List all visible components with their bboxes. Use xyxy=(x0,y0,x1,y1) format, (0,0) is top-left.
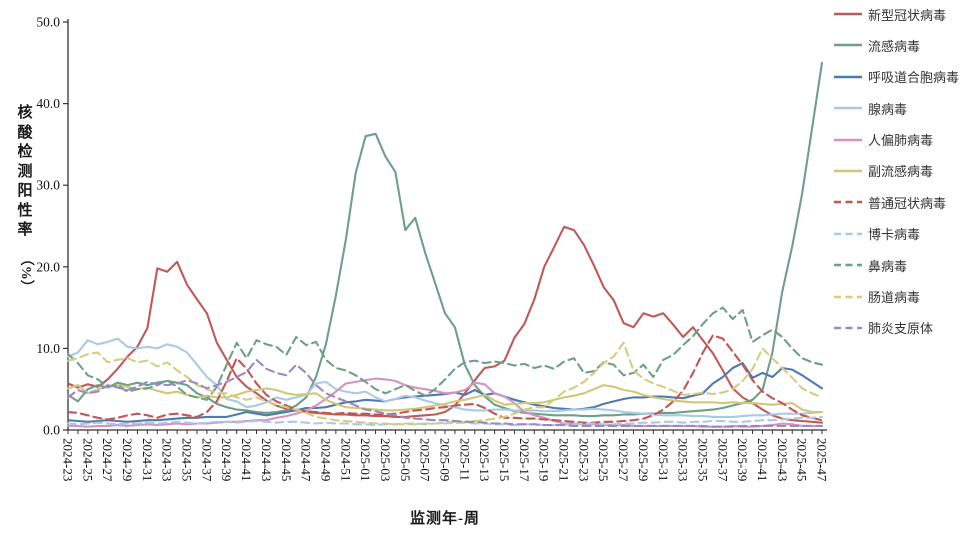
legend-label: 人偏肺病毒 xyxy=(868,133,934,149)
x-tick-label: 2025-01 xyxy=(358,438,373,481)
y-axis-title-char: 测 xyxy=(17,163,33,180)
x-tick-label: 2025-43 xyxy=(775,438,790,481)
x-tick-label: 2025-29 xyxy=(636,438,651,481)
y-axis-title-char: 率 xyxy=(17,222,33,238)
x-tick-label: 2025-35 xyxy=(695,438,710,481)
x-tick-label: 2025-13 xyxy=(477,438,492,481)
legend-item-8: 博卡病毒 xyxy=(833,226,959,242)
x-tick-label: 2024-41 xyxy=(239,438,254,481)
x-tick-label: 2025-39 xyxy=(735,438,750,481)
legend-item-10: 肠道病毒 xyxy=(833,289,959,305)
x-axis-title: 监测年-周 xyxy=(410,511,480,527)
x-tick-label: 2024-25 xyxy=(80,438,95,481)
legend-label: 肺炎支原体 xyxy=(868,321,934,337)
legend-label: 新型冠状病毒 xyxy=(868,7,947,23)
series-line-7 xyxy=(66,334,824,424)
x-tick-label: 2025-31 xyxy=(656,438,671,481)
legend-item-5: 人偏肺病毒 xyxy=(833,132,959,148)
x-tick-label: 2025-05 xyxy=(398,438,413,481)
y-axis-title-char: 核 xyxy=(17,105,33,121)
series-line-5 xyxy=(66,377,824,428)
legend-swatch-line xyxy=(834,106,862,110)
legend-item-1: 新型冠状病毒 xyxy=(833,6,959,23)
x-tick-label: 2025-47 xyxy=(815,438,830,482)
y-tick-label: 0.0 xyxy=(43,423,60,438)
x-tick-label: 2025-33 xyxy=(676,438,691,481)
x-tick-label: 2024-33 xyxy=(160,438,175,481)
legend-item-2: 流感病毒 xyxy=(833,37,959,54)
legend-item-7: 普通冠状病毒 xyxy=(833,194,959,211)
series-line-8 xyxy=(66,415,824,427)
x-tick-label: 2024-31 xyxy=(140,438,155,481)
legend-item-9: 鼻病毒 xyxy=(833,257,959,274)
legend: 新型冠状病毒 流感病毒呼吸道合胞病毒 腺病毒人偏肺病毒副流感病毒普通冠状病毒 博卡病毒… xyxy=(833,6,959,336)
x-tick-label: 2025-21 xyxy=(557,438,572,481)
x-tick-label: 2025-37 xyxy=(715,438,730,482)
legend-item-3: 呼吸道合胞病毒 xyxy=(833,69,959,85)
y-axis-title-unit: （%） xyxy=(17,251,33,294)
y-tick-label: 50.0 xyxy=(36,15,60,30)
x-tick-label: 2025-15 xyxy=(497,438,512,481)
legend-label: 呼吸道合胞病毒 xyxy=(868,70,960,86)
x-tick-label: 2025-23 xyxy=(576,438,591,481)
legend-label: 鼻病毒 xyxy=(868,258,908,274)
series-line-4 xyxy=(66,337,824,418)
legend-item-11: 肺炎支原体 xyxy=(833,320,959,336)
legend-swatch-line xyxy=(834,169,862,173)
legend-label: 副流感病毒 xyxy=(868,164,934,180)
legend-swatch-line xyxy=(834,263,862,267)
y-axis-title-char: 酸 xyxy=(17,124,33,141)
x-tick-label: 2025-19 xyxy=(537,438,552,481)
legend-swatch-line xyxy=(834,44,862,47)
x-tick-label: 2024-51 xyxy=(338,438,353,481)
y-axis-title: 核酸检测阳性率 （%） xyxy=(14,104,36,294)
y-tick-label: 20.0 xyxy=(36,259,60,274)
legend-item-4: 腺病毒 xyxy=(833,100,959,117)
x-tick-label: 2024-27 xyxy=(100,438,115,482)
legend-label: 肠道病毒 xyxy=(868,290,921,306)
legend-label: 腺病毒 xyxy=(868,101,908,117)
series-line-11 xyxy=(66,358,824,428)
x-tick-label: 2025-11 xyxy=(457,438,472,481)
x-tick-label: 2024-43 xyxy=(259,438,274,481)
x-tick-label: 2024-45 xyxy=(279,438,294,481)
y-axis-title-char: 性 xyxy=(17,202,33,219)
legend-label: 博卡病毒 xyxy=(868,227,921,243)
legend-label: 普通冠状病毒 xyxy=(868,195,947,211)
legend-label: 流感病毒 xyxy=(868,38,921,54)
legend-item-6: 副流感病毒 xyxy=(833,163,959,179)
legend-swatch-line xyxy=(834,201,862,204)
x-tick-label: 2025-25 xyxy=(596,438,611,481)
x-tick-label: 2024-37 xyxy=(199,438,214,482)
x-tick-label: 2024-49 xyxy=(318,438,333,481)
legend-swatch-line xyxy=(834,138,862,141)
y-tick-label: 30.0 xyxy=(36,178,60,193)
series-line-2 xyxy=(66,61,824,418)
legend-swatch-line xyxy=(834,75,862,79)
series-line-10 xyxy=(66,341,824,426)
x-tick-label: 2025-45 xyxy=(795,438,810,481)
x-tick-label: 2025-41 xyxy=(755,438,770,481)
y-tick-label: 10.0 xyxy=(36,341,60,356)
legend-swatch-line xyxy=(834,295,862,298)
y-tick-label: 40.0 xyxy=(36,96,60,111)
legend-swatch-line xyxy=(834,12,862,16)
y-axis-title-char: 检 xyxy=(17,144,33,160)
x-tick-label: 2024-39 xyxy=(219,438,234,481)
y-axis-title-char: 阳 xyxy=(17,183,33,199)
x-tick-label: 2025-17 xyxy=(517,438,532,482)
x-tick-label: 2024-29 xyxy=(120,438,135,481)
x-tick-label: 2025-07 xyxy=(418,438,433,482)
series-line-9 xyxy=(66,306,824,401)
x-tick-label: 2024-47 xyxy=(299,438,314,482)
x-tick-label: 2025-09 xyxy=(438,438,453,481)
legend-swatch-line xyxy=(834,326,862,330)
legend-swatch-line xyxy=(834,232,862,236)
x-tick-label: 2024-23 xyxy=(61,438,76,481)
x-tick-label: 2025-03 xyxy=(378,438,393,481)
x-tick-label: 2025-27 xyxy=(616,438,631,482)
x-tick-label: 2024-35 xyxy=(180,438,195,481)
